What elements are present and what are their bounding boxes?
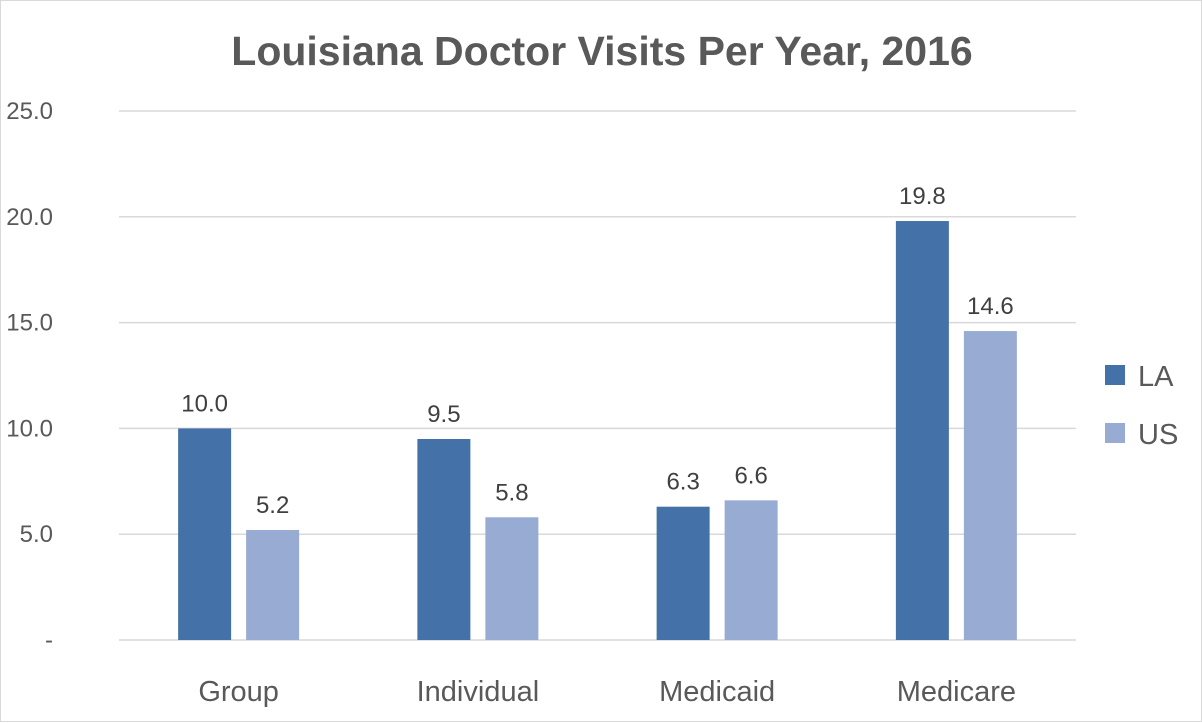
bar-la-medicare <box>895 221 949 641</box>
legend-swatch-us <box>1105 423 1125 443</box>
data-label-la-medicaid: 6.3 <box>666 469 699 496</box>
bar-us-group <box>246 529 300 640</box>
data-label-la-individual: 9.5 <box>427 401 460 428</box>
legend-swatch-la <box>1105 365 1125 385</box>
bar-us-medicaid <box>724 500 778 640</box>
bar-us-medicare <box>963 331 1017 640</box>
data-label-us-individual: 5.8 <box>495 479 528 506</box>
y-tick-label: - <box>45 627 53 654</box>
bar-la-individual <box>417 438 471 640</box>
x-tick-label: Individual <box>417 676 540 708</box>
bar-la-group <box>178 428 232 640</box>
data-label-la-group: 10.0 <box>181 390 228 417</box>
y-axis: - 5.0 10.0 15.0 20.0 25.0 <box>6 98 53 654</box>
y-tick-label: 25.0 <box>6 98 53 125</box>
legend-label-us: US <box>1138 419 1178 451</box>
bar-us-individual <box>485 517 539 640</box>
bar-la-medicaid <box>656 506 710 640</box>
y-tick-label: 5.0 <box>20 521 53 548</box>
data-label-us-group: 5.2 <box>256 492 289 519</box>
x-tick-label: Medicare <box>897 676 1016 708</box>
bars <box>178 221 1017 641</box>
data-label-la-medicare: 19.8 <box>899 183 946 210</box>
y-tick-label: 10.0 <box>6 415 53 442</box>
legend-label-la: LA <box>1138 361 1174 393</box>
y-tick-label: 15.0 <box>6 310 53 337</box>
x-tick-label: Medicaid <box>659 676 775 708</box>
data-label-us-medicaid: 6.6 <box>734 462 767 489</box>
legend: LA US <box>1105 361 1178 451</box>
y-tick-label: 20.0 <box>6 204 53 231</box>
data-label-us-medicare: 14.6 <box>967 293 1014 320</box>
x-axis: Group Individual Medicaid Medicare <box>198 676 1016 708</box>
chart-title: Louisiana Doctor Visits Per Year, 2016 <box>231 28 972 74</box>
data-labels: 10.0 5.2 9.5 5.8 6.3 6.6 19.8 14.6 <box>181 183 1013 519</box>
x-tick-label: Group <box>198 676 279 708</box>
